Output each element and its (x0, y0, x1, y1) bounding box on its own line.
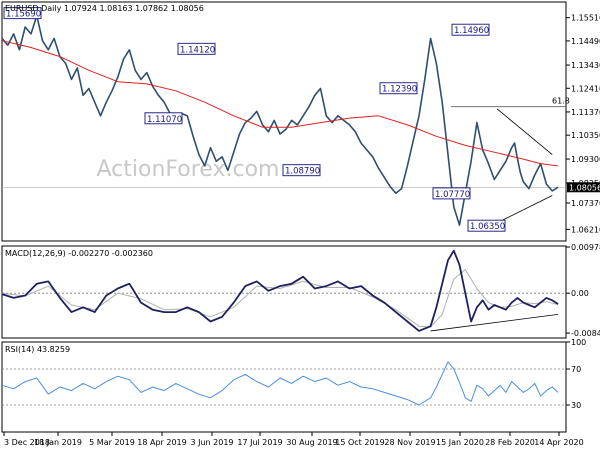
rsi-y-tick-label: 30 (571, 401, 581, 410)
price-annotation-label: 1.14960 (454, 26, 489, 36)
x-tick-label: 18 Apr 2019 (137, 438, 186, 447)
rsi-title: RSI(14) 43.8259 (5, 345, 70, 354)
x-tick-label: 17 Jul 2019 (237, 438, 282, 447)
x-tick-label: 30 Aug 2019 (286, 438, 337, 447)
fib-618-label: 61.8 (552, 97, 570, 106)
price-series-line (1, 14, 559, 226)
price-annotation-label: 1.07770 (435, 190, 470, 200)
price-y-tick-label: 1.14490 (571, 37, 600, 46)
price-y-tick-label: 1.07370 (571, 199, 600, 208)
macd-y-tick-label: 0.00978 (571, 243, 600, 252)
price-annotation-label: 1.08790 (285, 167, 320, 177)
panel-frame-0 (1, 1, 567, 242)
price-annotation-label: 1.11070 (147, 115, 182, 125)
x-tick-label: 5 Mar 2019 (89, 438, 135, 447)
triangle-lower-line (497, 195, 553, 224)
price-y-tick-label: 1.15510 (571, 14, 600, 23)
x-tick-label: 14 Apr 2020 (534, 438, 583, 447)
price-chart-title: EURUSD Daily 1.07924 1.08163 1.07862 1.0… (5, 4, 204, 13)
price-y-tick-label: 1.10350 (571, 131, 600, 140)
rsi-y-tick-label: 70 (571, 365, 581, 374)
price-annotation-box (379, 82, 418, 95)
x-tick-label: 28 Feb 2020 (485, 438, 535, 447)
price-annotation-label: 1.12390 (382, 85, 417, 95)
x-tick-label: 15 Jan 2020 (436, 438, 484, 447)
price-annotation-box (177, 42, 216, 55)
price-y-tick-label: 1.09300 (571, 155, 600, 164)
price-annotation-box (144, 112, 183, 125)
macd-y-tick-label: 0.00 (571, 289, 589, 298)
price-annotation-box (432, 187, 471, 200)
price-annotation-box (451, 23, 490, 36)
macd-title: MACD(12,26,9) -0.002270 -0.002360 (5, 249, 153, 258)
price-y-tick-label: 1.11370 (571, 108, 600, 117)
x-tick-label: 3 Jun 2019 (190, 438, 233, 447)
rsi-y-tick-label: 100 (571, 338, 586, 347)
last-price-box (567, 182, 600, 193)
triangle-upper-line (496, 108, 553, 155)
panel-frame-1 (1, 245, 567, 339)
last-price-label: 1.08056 (569, 183, 600, 192)
x-tick-label: 3 Dec 2018 (4, 438, 50, 447)
price-annotation-label: 1.15690 (6, 10, 41, 20)
price-y-tick-label: 1.12410 (571, 84, 600, 93)
x-tick-label: 15 Oct 2019 (335, 438, 384, 447)
price-y-tick-label: 1.06210 (571, 225, 600, 234)
macd-trend-line (430, 314, 559, 332)
price-annotation-label: 1.14120 (180, 45, 215, 55)
rsi-line (1, 361, 559, 406)
panel-frame-2 (1, 341, 567, 433)
price-annotation-label: 1.06350 (470, 222, 505, 232)
price-annotation-box (3, 7, 42, 20)
watermark-text: ActionForex.com (97, 157, 280, 182)
macd-main-line (1, 249, 559, 332)
x-tick-label: 18 Jan 2019 (34, 438, 82, 447)
price-annotation-box (282, 164, 321, 177)
x-tick-label: 28 Nov 2019 (384, 438, 435, 447)
price-annotation-box (467, 219, 506, 232)
sma-series-line (1, 40, 559, 167)
price-y-tick-label: 1.13430 (571, 61, 600, 70)
macd-y-tick-label: -0.008464 (571, 329, 600, 338)
